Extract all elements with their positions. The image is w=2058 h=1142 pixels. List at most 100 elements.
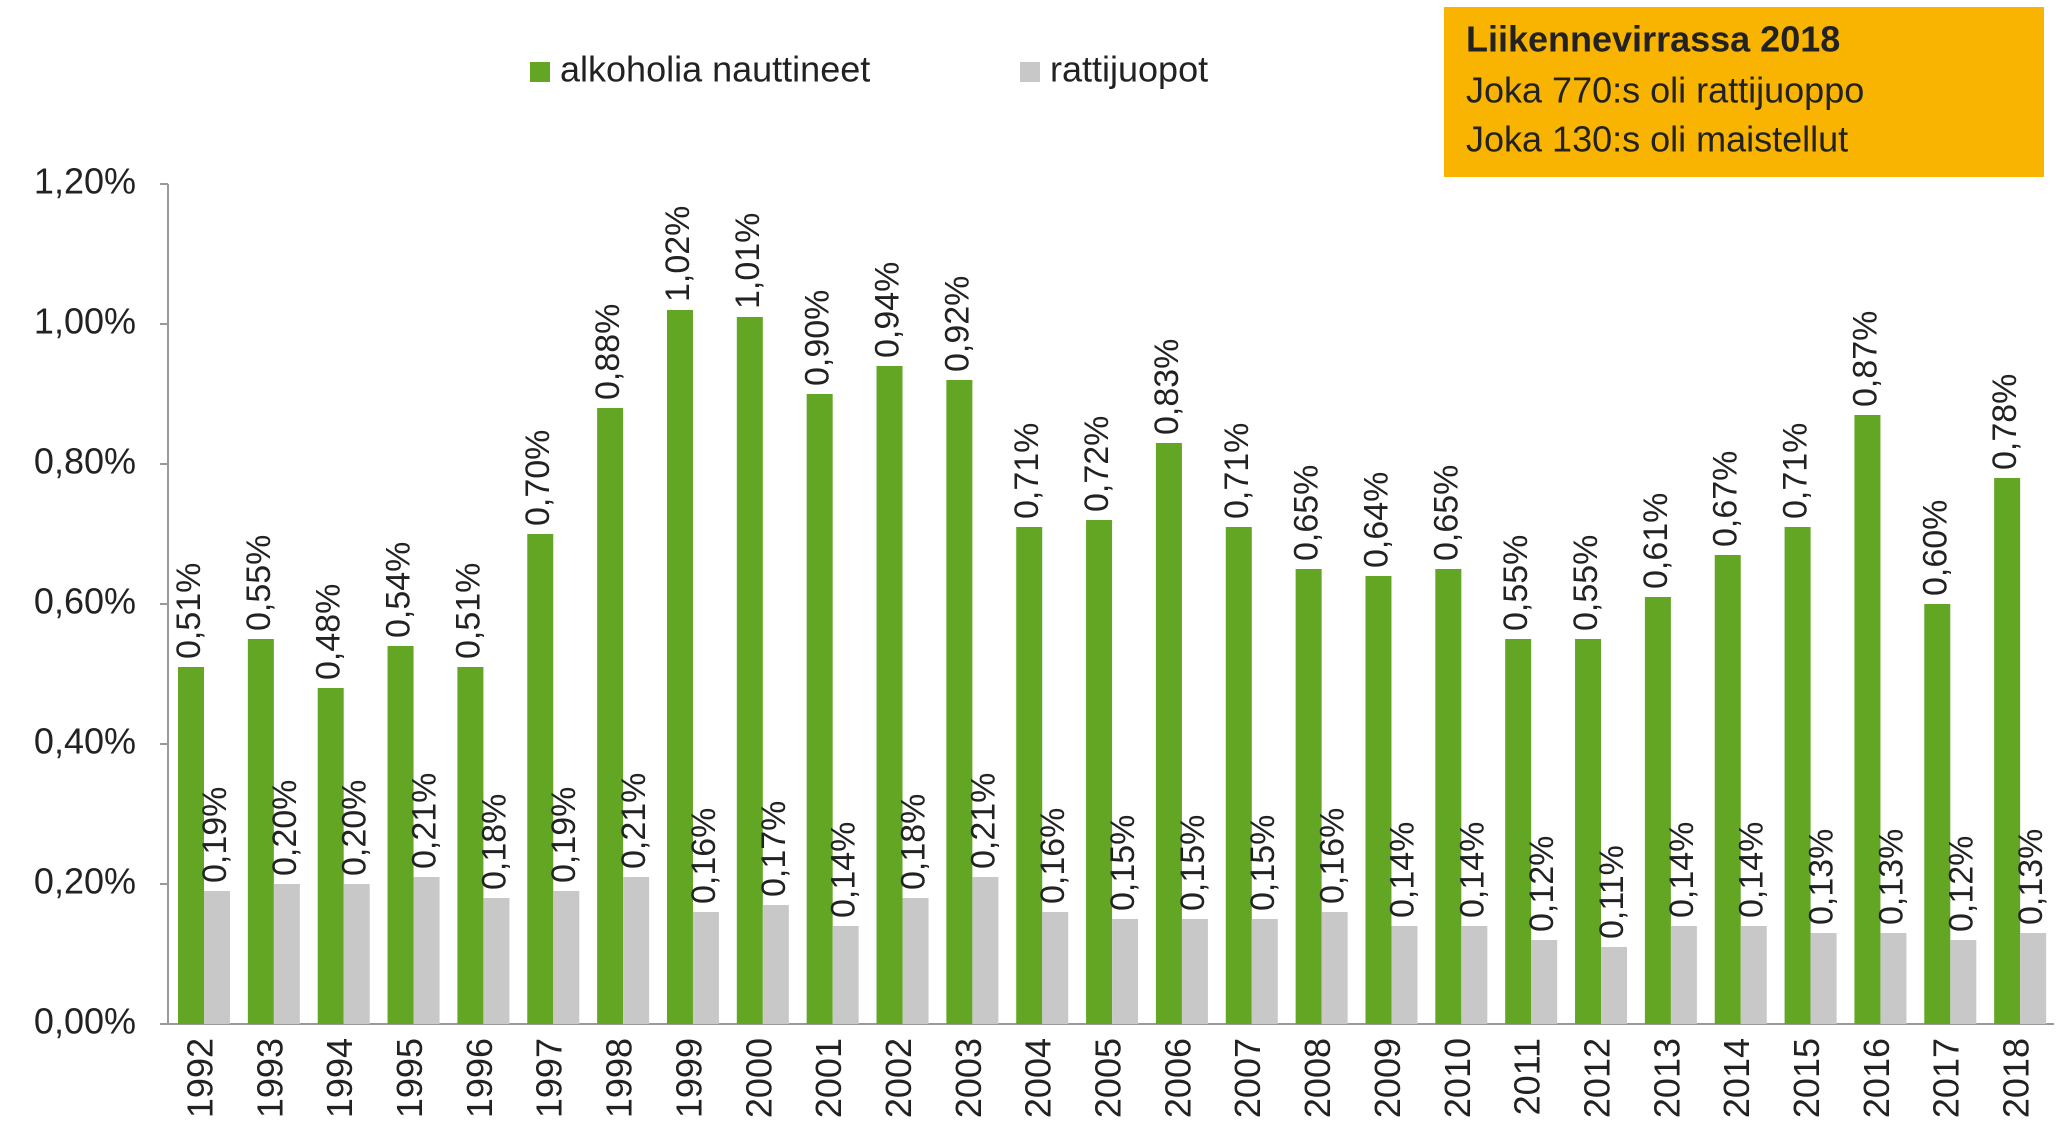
value-label: 0,17% [755,801,793,897]
bar [902,898,929,1024]
value-label: 0,16% [685,808,723,904]
value-label: 0,55% [240,535,278,631]
x-tick-label: 2018 [1996,1038,2037,1118]
bar [247,639,274,1024]
x-tick-label: 1995 [389,1038,430,1118]
x-tick-label: 2002 [878,1038,919,1118]
y-tick-label: 0,40% [34,721,136,762]
bar [1435,569,1462,1024]
bar [762,905,789,1024]
annotation-line: Joka 130:s oli maistellut [1466,119,1848,160]
value-label: 0,65% [1288,465,1326,561]
y-tick-label: 0,00% [34,1001,136,1042]
bar [1950,940,1977,1024]
bar [623,877,650,1024]
bar [1461,926,1488,1024]
bar [1225,527,1252,1024]
bar [1505,639,1532,1024]
value-label: 0,21% [406,773,444,869]
value-label: 0,13% [1803,829,1841,925]
value-label: 0,87% [1846,311,1884,407]
value-label: 0,72% [1078,416,1116,512]
legend-label: alkoholia nauttineet [560,49,870,90]
value-label: 0,14% [825,822,863,918]
value-label: 0,67% [1707,451,1745,547]
value-label: 0,19% [196,787,234,883]
value-label: 0,51% [170,563,208,659]
bar [1365,576,1392,1024]
legend-swatch [1020,62,1040,82]
bar [204,891,230,1024]
bar [1086,520,1113,1024]
bar [972,877,999,1024]
bar [1016,527,1043,1024]
value-label: 0,71% [1777,423,1815,519]
x-tick-label: 2001 [808,1038,849,1118]
bar [666,310,693,1024]
value-label: 1,01% [729,213,767,309]
value-label: 0,20% [336,780,374,876]
value-label: 1,02% [659,206,697,302]
bar [2020,933,2047,1024]
value-label: 0,19% [545,787,583,883]
bar [1994,478,2021,1024]
bar [806,394,833,1024]
x-tick-label: 1992 [179,1038,220,1118]
x-tick-label: 2007 [1227,1038,1268,1118]
value-label: 0,11% [1593,845,1631,939]
bar [553,891,580,1024]
bar [273,884,300,1024]
bar [946,380,973,1024]
bar [736,317,763,1024]
bar [317,688,344,1024]
x-tick-label: 2011 [1507,1038,1548,1115]
value-label: 0,64% [1357,472,1395,568]
bar [1714,555,1741,1024]
value-label: 0,12% [1942,836,1980,932]
bar [413,877,440,1024]
bar [387,646,414,1024]
value-label: 0,16% [1314,808,1352,904]
y-tick-label: 1,00% [34,301,136,342]
x-tick-label: 1999 [668,1038,709,1118]
value-label: 0,15% [1244,815,1282,911]
x-tick-label: 2015 [1786,1038,1827,1118]
y-tick-label: 0,60% [34,581,136,622]
value-label: 0,88% [589,304,627,400]
value-label: 0,14% [1663,822,1701,918]
bar [1155,443,1182,1024]
bar [343,884,370,1024]
x-tick-label: 1997 [529,1038,570,1118]
x-tick-label: 1996 [459,1038,500,1118]
value-label: 0,55% [1497,535,1535,631]
x-tick-label: 1994 [319,1038,360,1118]
x-tick-label: 2012 [1576,1038,1617,1118]
value-label: 0,71% [1008,423,1046,519]
x-tick-label: 2017 [1926,1038,1967,1118]
x-tick-label: 2004 [1018,1038,1059,1118]
bar [1531,940,1558,1024]
annotation-title: Liikennevirrassa 2018 [1466,19,1840,60]
value-label: 0,78% [1986,374,2024,470]
legend-swatch [530,62,550,82]
value-label: 0,15% [1104,815,1142,911]
value-label: 0,14% [1733,822,1771,918]
bar [597,408,624,1024]
value-label: 0,13% [2012,829,2050,925]
value-label: 0,14% [1453,822,1491,918]
value-label: 0,48% [310,584,348,680]
bar [1784,527,1811,1024]
bar [1740,926,1767,1024]
x-tick-label: 2009 [1367,1038,1408,1118]
value-label: 0,15% [1174,815,1212,911]
bar [527,534,554,1024]
bar [1295,569,1322,1024]
bar [1880,933,1907,1024]
y-tick-label: 0,20% [34,861,136,902]
bar [1854,415,1881,1024]
bar [178,667,204,1024]
bar [483,898,510,1024]
value-label: 0,65% [1427,465,1465,561]
bar [457,667,484,1024]
